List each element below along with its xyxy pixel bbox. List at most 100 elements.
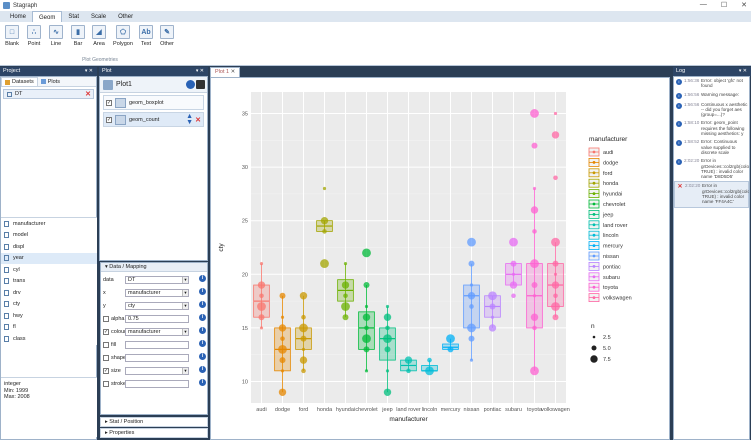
log-entry[interactable]: i 2:02:20 Error in grDevices::col2rgb(colo…: [674, 157, 749, 181]
info-icon[interactable]: i: [199, 288, 206, 295]
shape-checkbox[interactable]: [103, 354, 109, 361]
info-icon: i: [676, 140, 682, 147]
count-point: [467, 292, 476, 300]
log-entry[interactable]: i 1:56:36 Error: object 'gfc' not found: [674, 77, 749, 91]
tab-datasets[interactable]: Datasets: [1, 77, 38, 86]
variable-item[interactable]: manufacturer: [1, 218, 97, 230]
legend-key-point: [592, 223, 596, 227]
close-icon[interactable]: ✕: [230, 69, 236, 75]
pin-icon[interactable]: ▾ ✕: [195, 68, 204, 74]
pin-icon[interactable]: ▾ ✕: [738, 68, 747, 74]
info-icon[interactable]: i: [199, 353, 206, 360]
blank-button[interactable]: □ Blank: [2, 25, 22, 47]
count-point: [530, 259, 539, 268]
info-icon[interactable]: i: [199, 340, 206, 347]
variable-item[interactable]: hwy: [1, 310, 97, 322]
mapping-shape-row: shape: [103, 353, 189, 362]
other-button[interactable]: ✎ Other: [157, 25, 177, 47]
layer-item[interactable]: ✓ geom_boxplot: [103, 95, 204, 110]
area-button[interactable]: ◢ Area: [89, 25, 109, 47]
variable-item[interactable]: fl: [1, 322, 97, 334]
stat-position-section[interactable]: ▸ Stat / Position: [100, 417, 208, 427]
count-point: [363, 282, 370, 289]
variable-item[interactable]: class: [1, 333, 97, 345]
tab-plots[interactable]: Plots: [38, 77, 63, 86]
fill-input[interactable]: [125, 340, 189, 349]
variable-item[interactable]: cyl: [1, 264, 97, 276]
variable-item[interactable]: drv: [1, 287, 97, 299]
fill-checkbox[interactable]: [103, 341, 109, 348]
variable-item[interactable]: year: [1, 252, 97, 264]
properties-section[interactable]: ▸ Properties: [100, 428, 208, 438]
variable-item[interactable]: trans: [1, 276, 97, 288]
log-entry[interactable]: ✕ 2:02:20 Error in grDevices::col2rgb(colo…: [674, 181, 749, 208]
log-entry[interactable]: i 1:58:52 Error: Continuous value supplied…: [674, 138, 749, 157]
layer-checkbox[interactable]: ✓: [106, 116, 112, 123]
layer-item[interactable]: ✓ geom_count ▲ ▼ ✕: [103, 112, 204, 127]
count-icon: [115, 114, 126, 125]
count-point: [259, 261, 264, 266]
x-select[interactable]: manufacturer ▼: [125, 288, 189, 297]
info-icon[interactable]: i: [199, 275, 206, 282]
log-entry[interactable]: i 1:56:56 Warning message:: [674, 91, 749, 101]
size-checkbox[interactable]: ✓: [103, 367, 109, 374]
save-icon[interactable]: [196, 80, 205, 89]
remove-layer-icon[interactable]: ✕: [195, 117, 201, 124]
info-icon[interactable]: i: [199, 366, 206, 373]
variable-item[interactable]: cty: [1, 299, 97, 311]
tab-stat[interactable]: Stat: [68, 14, 80, 20]
close-button[interactable]: ✕: [741, 2, 747, 9]
count-point: [385, 325, 390, 331]
size-select[interactable]: ▼: [125, 366, 189, 375]
info-icon[interactable]: i: [199, 379, 206, 386]
legend-key-point: [592, 150, 596, 154]
alpha-input[interactable]: 0.75: [125, 314, 189, 323]
mapping-header[interactable]: ▾ Data / Mapping: [101, 263, 207, 272]
tab-geom[interactable]: Geom: [32, 11, 63, 22]
variable-item[interactable]: displ: [1, 241, 97, 253]
variable-label: drv: [13, 289, 21, 296]
bar-button[interactable]: ▮ Bar: [68, 25, 88, 47]
move-layer-icon[interactable]: ▲ ▼: [186, 113, 193, 126]
shape-input[interactable]: [125, 353, 189, 362]
stroke-checkbox[interactable]: [103, 380, 109, 387]
info-icon[interactable]: i: [199, 314, 206, 321]
stroke-input[interactable]: [125, 379, 189, 388]
alpha-checkbox[interactable]: [103, 315, 109, 322]
log-message: Error: Continuous value supplied to disc…: [701, 139, 738, 155]
remove-dataset-icon[interactable]: ✕: [85, 91, 91, 98]
dataset-item[interactable]: DT ✕: [3, 89, 94, 99]
count-point: [551, 302, 560, 311]
info-icon[interactable]: i: [199, 301, 206, 308]
variable-item[interactable]: model: [1, 230, 97, 242]
count-point: [362, 248, 371, 258]
count-point: [551, 281, 560, 289]
line-button[interactable]: ∿ Line: [46, 25, 66, 47]
polygon-button[interactable]: ⬠ Polygon: [111, 25, 135, 47]
y-select[interactable]: cty ▼: [125, 301, 189, 310]
log-entry[interactable]: i 1:58:10 Error: geom_point requires the f…: [674, 119, 749, 138]
colour-select[interactable]: manufacturer ▼: [125, 327, 189, 336]
data-select[interactable]: DT ▼: [125, 275, 189, 284]
tab-home[interactable]: Home: [10, 14, 27, 20]
pin-icon[interactable]: ▾ ✕: [84, 68, 93, 74]
polygon-icon: ⬠: [116, 25, 130, 39]
count-point: [364, 325, 369, 331]
point-button[interactable]: ∴ Point: [24, 25, 44, 47]
tab-other[interactable]: Other: [118, 14, 134, 20]
minimize-button[interactable]: —: [699, 1, 707, 8]
legend-title: manufacturer: [589, 136, 628, 143]
colour-checkbox[interactable]: ✓: [103, 328, 109, 335]
log-entry[interactable]: i 1:56:56 Continuous x aesthetic -- did yo…: [674, 101, 749, 120]
refresh-icon[interactable]: [186, 80, 195, 89]
layer-checkbox[interactable]: ✓: [106, 99, 112, 106]
tab-plot1[interactable]: Plot 1 ✕: [210, 67, 241, 77]
variable-icon: [4, 335, 9, 342]
log-message: Warning message:: [701, 91, 740, 97]
maximize-button[interactable]: ☐: [720, 2, 728, 9]
count-point: [530, 206, 539, 214]
x-tick-label: honda: [317, 407, 333, 413]
text-button[interactable]: Ab Text: [136, 25, 156, 47]
info-icon[interactable]: i: [199, 327, 206, 334]
tab-scale[interactable]: Scale: [91, 14, 107, 20]
